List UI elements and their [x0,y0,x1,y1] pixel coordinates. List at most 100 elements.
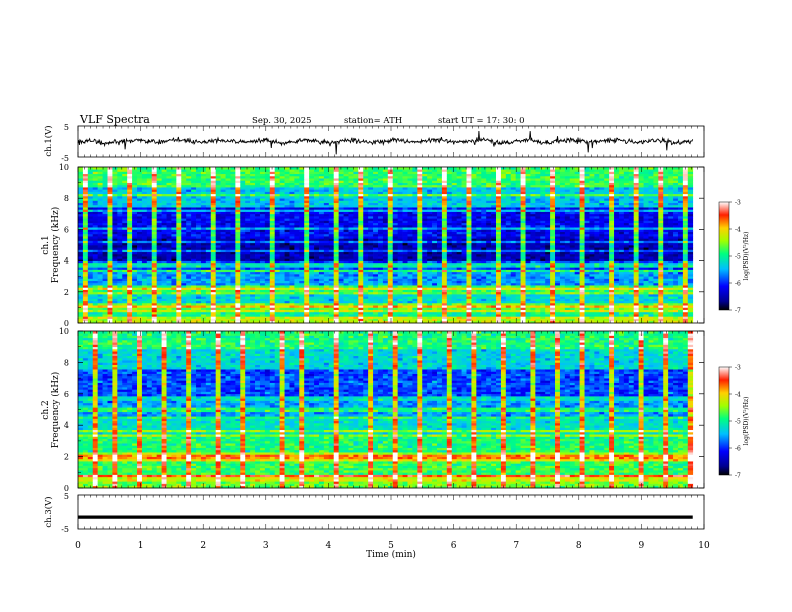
ch1-spectrogram-cell [299,178,305,181]
ch1-spectrogram-cell [323,305,330,308]
ch1-spectrogram-cell [141,175,148,179]
ch1-spectrogram-cell [146,298,153,302]
ch1-spectrogram-cell [122,184,128,188]
ch1-spectrogram-cell [87,182,94,186]
ch1-spectrogram-cell [176,184,182,188]
ch1-spectrogram-cell [146,285,153,288]
ch1-spectrogram-cell [368,296,374,299]
ch1-spectrogram-cell [127,167,133,170]
ch1-spectrogram-cell [294,302,300,306]
ch1-spectrogram-cell [373,278,379,282]
ch1-spectrogram-cell [97,242,103,246]
ch1-spectrogram-cell [279,251,285,255]
ch1-spectrogram-cell [176,202,182,206]
ch1-spectrogram-cell [205,216,212,219]
ch1-spectrogram-cell [368,253,374,257]
ch1-spectrogram-cell [397,198,403,201]
ch1-spectrogram-cell [107,178,113,181]
ch1-spectrogram-cell [304,273,310,277]
ch1-spectrogram-cell [309,316,315,319]
ch1-spectrogram-cell [279,273,285,277]
ch1-spectrogram-cell [210,271,217,275]
ch1-spectrogram-cell [422,180,428,183]
ch1-spectrogram-cell [122,253,128,257]
ch1-spectrogram-cell [392,318,399,322]
ch1-spectrogram-cell [348,273,354,277]
ch1-spectrogram-cell [373,169,379,172]
ch1-spectrogram-cell [274,262,280,266]
ch1-spectrogram-cell [181,287,187,290]
ch1-spectrogram-cell [417,200,423,204]
ch1-spectrogram-cell [146,229,153,232]
ch1-spectrogram-cell [279,167,285,170]
ch1-spectrogram-cell [225,287,231,290]
ch1-spectrogram-cell [377,209,384,212]
ch1-spectrogram-cell [318,302,325,306]
ch1-spectrogram-cell [417,320,423,324]
ch1-spectrogram-cell [323,189,330,192]
ch1-spectrogram-cell [363,260,369,264]
ch1-spectrogram-cell [78,240,84,244]
ch1-spectrogram-cell [127,280,133,284]
ch1-spectrogram-cell [338,167,344,170]
ch1-spectrogram-cell [196,167,202,170]
ch1-spectrogram-cell [338,300,344,304]
ch1-spectrogram-cell [427,294,433,297]
ch1-spectrogram-cell [82,233,89,237]
ch1-spectrogram-cell [117,195,123,199]
ch1-spectrogram-cell [141,224,148,228]
ch1-spectrogram-cell [333,222,339,226]
ch1-spectrogram-cell [137,320,143,324]
ch1-spectrogram-cell [412,198,418,201]
ch1-spectrogram-cell [230,278,236,282]
ch1-spectrogram-cell [368,305,374,308]
ch1-spectrogram-cell [392,211,399,215]
ch1-spectrogram-cell [343,316,349,319]
ch1-spectrogram-cell [279,193,285,197]
ch1-spectrogram-cell [230,209,236,212]
ch1-spectrogram-cell [279,213,285,217]
ch1-spectrogram-cell [200,213,207,217]
ch1-spectrogram-cell [274,258,280,261]
ch1-spectrogram-cell [230,253,236,257]
ch1-spectrogram-cell [318,198,325,201]
ch1-spectrogram-cell [200,247,207,250]
ch1-spectrogram-cell [97,265,103,268]
ch1-spectrogram-cell [215,256,221,259]
ch1-spectrogram-cell [289,309,295,313]
ch1-spectrogram-cell [176,216,182,219]
ch1-spectrogram-cell [181,300,187,304]
ch1-spectrogram-cell [112,240,118,244]
ch1-spectrogram-cell [215,302,221,306]
ch1-spectrogram-cell [304,202,310,206]
ch1-spectrogram-cell [373,289,379,293]
ch1-spectrogram-cell [309,207,315,210]
ch1-spectrogram-cell [259,182,266,186]
ch1-spectrogram-cell [269,236,276,239]
ch1-spectrogram-cell [230,282,236,286]
ch1-spectrogram-cell [82,245,89,248]
ch1-spectrogram-cell [92,273,99,277]
ch1-spectrogram-cell [279,320,285,324]
ch1-spectrogram-cell [259,240,266,244]
ch1-spectrogram-cell [353,204,359,208]
ch1-spectrogram-cell [78,305,84,308]
ch1-spectrogram-cell [284,238,290,241]
ch1-spectrogram-cell [97,294,103,297]
ch1-spectrogram-cell [220,224,226,228]
ch1-spectrogram-cell [309,245,315,248]
ch1-spectrogram-cell [314,314,320,317]
ch1-spectrogram-cell [127,222,133,226]
ch1-spectrogram-cell [122,173,128,177]
ch1-spectrogram-cell [200,269,207,273]
ch1-spectrogram-cell [181,187,187,190]
ch1-spectrogram-cell [353,216,359,219]
ch1-spectrogram-cell [279,287,285,290]
ch1-spectrogram-cell [230,305,236,308]
ch1-spectrogram-cell [245,242,251,246]
ch1-spectrogram-cell [240,184,246,188]
ch1-spectrogram-cell [102,175,108,179]
ch1-spectrogram-cell [250,305,256,308]
ch1-spectrogram-cell [166,305,172,308]
ch1-spectrogram-cell [323,260,330,264]
